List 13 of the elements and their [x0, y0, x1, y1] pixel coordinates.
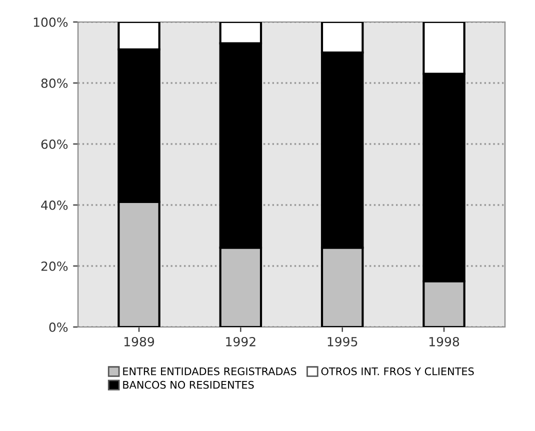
legend-label: ENTRE ENTIDADES REGISTRADAS	[123, 367, 296, 376]
y-tick-label: 0%	[49, 322, 68, 332]
x-tick-label: 1998	[429, 336, 460, 346]
x-tick-label: 1995	[328, 336, 358, 346]
y-tick-label: 80%	[41, 78, 68, 88]
legend-label: OTROS INT. FROS Y CLIENTES	[321, 367, 474, 376]
x-tick-label: 1989	[124, 336, 154, 346]
y-tick-label: 100%	[34, 17, 68, 27]
y-tick-label: 20%	[41, 261, 68, 271]
legend-label: BANCOS NO RESIDENTES	[123, 380, 254, 389]
y-tick-label: 40%	[41, 200, 68, 210]
x-tick-label: 1992	[226, 336, 256, 346]
y-tick-label: 60%	[41, 139, 68, 149]
